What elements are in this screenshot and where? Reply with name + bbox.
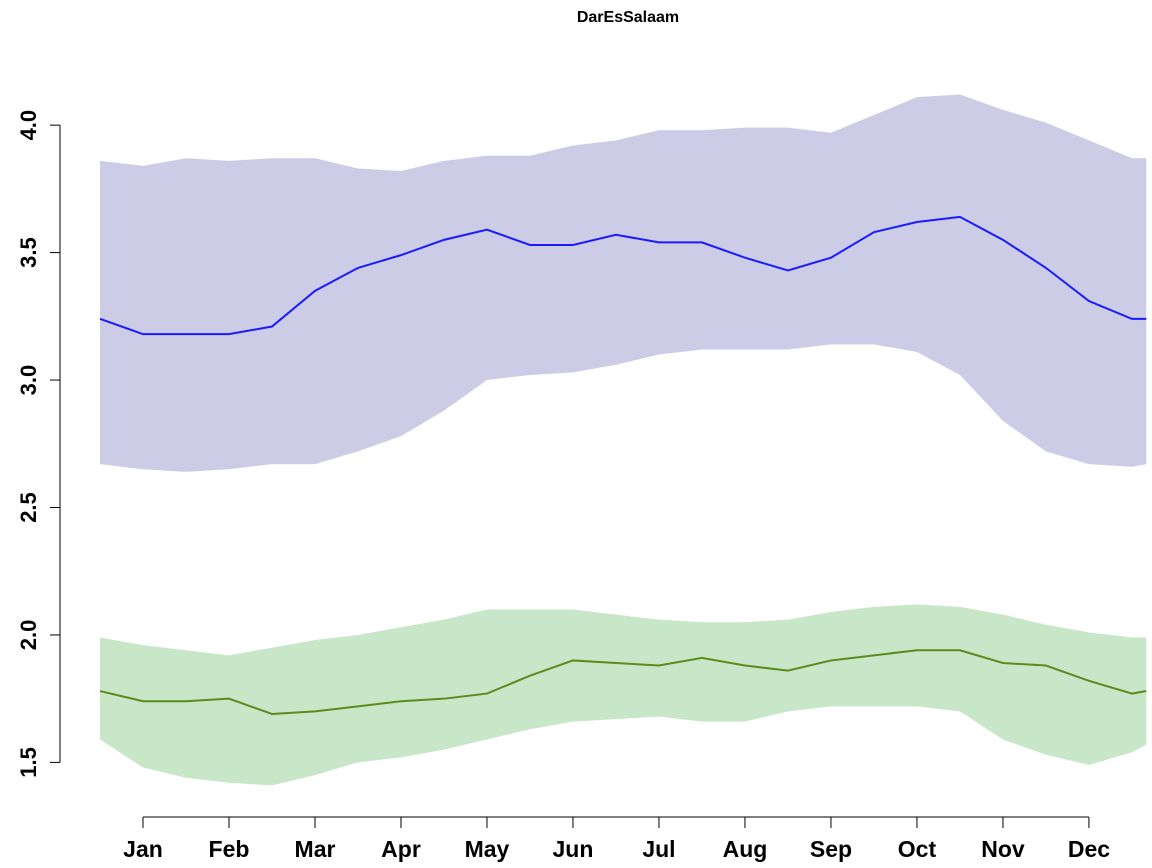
x-tick-label: Sep	[810, 836, 852, 862]
x-tick-label: Apr	[381, 836, 421, 862]
chart-title: DarEsSalaam	[577, 9, 679, 26]
y-tick-label: 3.5	[16, 237, 41, 268]
x-tick-label: May	[465, 836, 510, 862]
x-tick-label: Jun	[553, 836, 594, 862]
x-tick-label: Oct	[898, 836, 937, 862]
band	[100, 604, 1147, 786]
y-tick-label: 1.5	[16, 747, 41, 778]
x-tick-label: Jan	[123, 836, 163, 862]
band	[100, 94, 1147, 472]
line	[99, 649, 1147, 715]
x-tick-label: Jul	[642, 836, 675, 862]
x-tick-label: Dec	[1068, 836, 1110, 862]
line	[99, 215, 1147, 336]
x-tick-label: Nov	[981, 836, 1025, 862]
y-tick-label: 2.5	[16, 492, 41, 523]
y-tick-label: 2.0	[16, 620, 41, 651]
y-tick-label: 4.0	[16, 110, 41, 141]
y-tick-label: 3.0	[16, 365, 41, 396]
x-tick-label: Aug	[723, 836, 768, 862]
x-tick-label: Mar	[295, 836, 336, 862]
x-tick-label: Feb	[209, 836, 250, 862]
